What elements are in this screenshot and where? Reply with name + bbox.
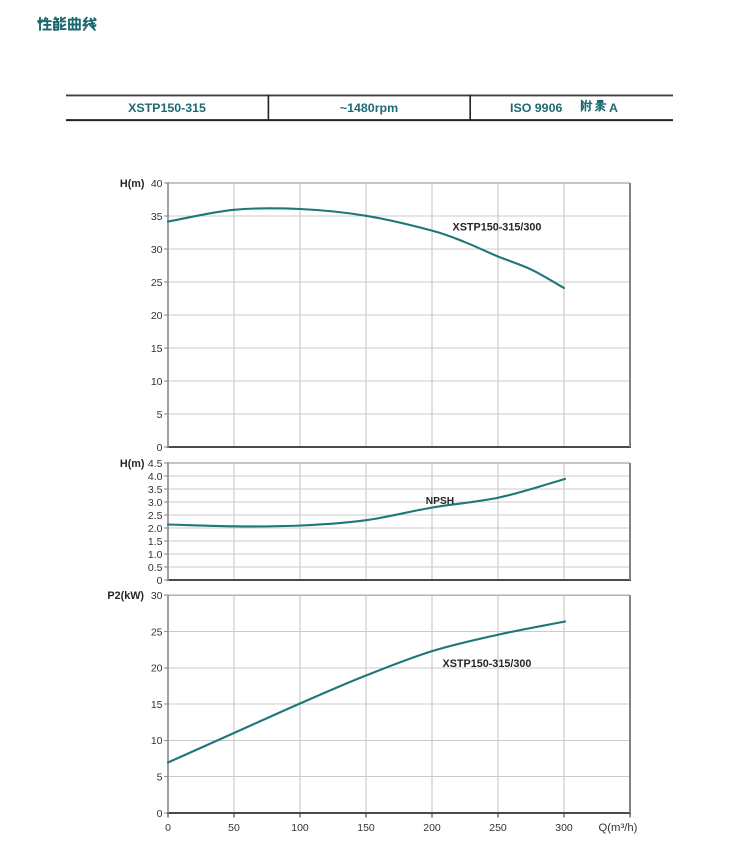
svg-text:4.0: 4.0 xyxy=(148,471,163,483)
svg-text:35: 35 xyxy=(151,211,163,223)
svg-text:50: 50 xyxy=(228,822,240,834)
svg-text:2.0: 2.0 xyxy=(148,523,163,535)
svg-text:5: 5 xyxy=(157,772,163,784)
svg-text:10: 10 xyxy=(151,735,163,747)
svg-text:~1480rpm: ~1480rpm xyxy=(340,101,398,115)
svg-text:1.0: 1.0 xyxy=(148,549,163,561)
svg-text:H(m): H(m) xyxy=(120,178,145,190)
svg-text:20: 20 xyxy=(151,663,163,675)
svg-text:3.0: 3.0 xyxy=(148,497,163,509)
svg-text:30: 30 xyxy=(151,244,163,256)
svg-text:20: 20 xyxy=(151,310,163,322)
svg-text:25: 25 xyxy=(151,626,163,638)
svg-text:0: 0 xyxy=(157,808,163,820)
svg-text:0: 0 xyxy=(157,575,163,587)
svg-text:0: 0 xyxy=(165,822,171,834)
svg-text:1.5: 1.5 xyxy=(148,536,163,548)
svg-text:100: 100 xyxy=(291,822,309,834)
svg-text:5: 5 xyxy=(157,409,163,421)
svg-text:150: 150 xyxy=(357,822,375,834)
svg-text:3.5: 3.5 xyxy=(148,484,163,496)
svg-text:Q(m³/h): Q(m³/h) xyxy=(599,822,638,834)
svg-text:P2(kW): P2(kW) xyxy=(107,590,144,602)
svg-text:0.5: 0.5 xyxy=(148,562,163,574)
svg-text:15: 15 xyxy=(151,699,163,711)
svg-text:40: 40 xyxy=(151,178,163,190)
svg-text:XSTP150-315/300: XSTP150-315/300 xyxy=(453,222,542,234)
svg-text:30: 30 xyxy=(151,590,163,602)
svg-text:200: 200 xyxy=(423,822,441,834)
svg-text:A: A xyxy=(609,101,618,115)
svg-text:2.5: 2.5 xyxy=(148,510,163,522)
svg-text:XSTP150-315/300: XSTP150-315/300 xyxy=(443,658,532,670)
svg-text:25: 25 xyxy=(151,277,163,289)
svg-text:15: 15 xyxy=(151,343,163,355)
svg-text:XSTP150-315: XSTP150-315 xyxy=(128,101,206,115)
svg-text:0: 0 xyxy=(157,442,163,454)
svg-text:250: 250 xyxy=(489,822,507,834)
svg-text:ISO 9906: ISO 9906 xyxy=(510,101,562,115)
svg-text:10: 10 xyxy=(151,376,163,388)
svg-text:H(m): H(m) xyxy=(120,458,145,470)
svg-text:300: 300 xyxy=(555,822,573,834)
svg-text:NPSH: NPSH xyxy=(426,496,454,507)
svg-text:4.5: 4.5 xyxy=(148,458,163,470)
